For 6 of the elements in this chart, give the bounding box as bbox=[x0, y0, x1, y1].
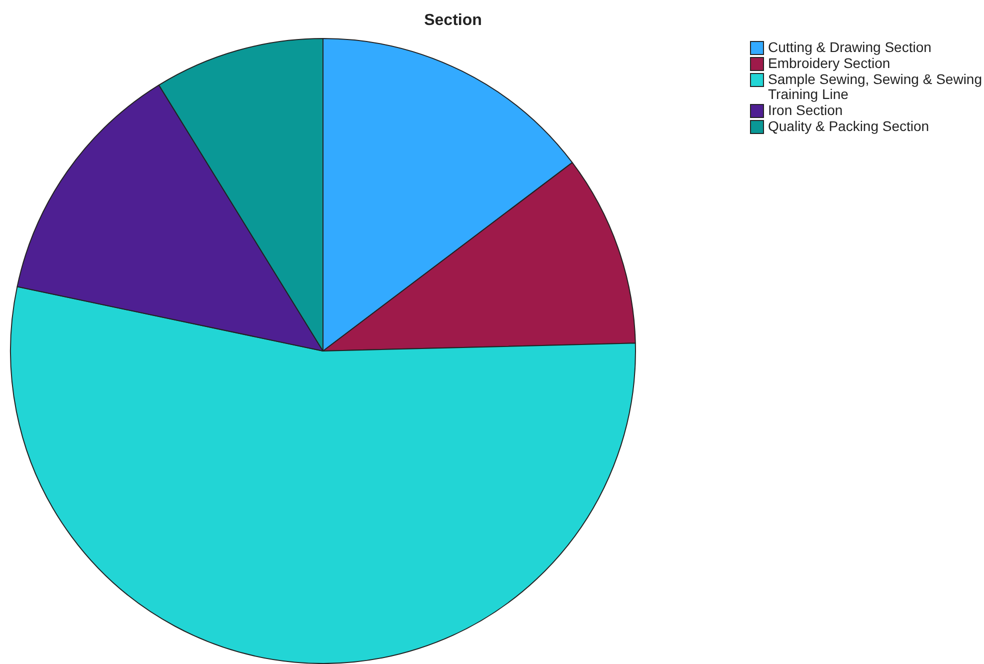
legend-label: Quality & Packing Section bbox=[768, 118, 930, 134]
legend-label: Iron Section bbox=[768, 102, 843, 118]
legend-label: Sample Sewing, Sewing & Sewing Training Line bbox=[768, 71, 983, 102]
chart-title: Section bbox=[423, 12, 483, 30]
legend-label: Embroidery Section bbox=[768, 55, 890, 71]
legend-label: Cutting & Drawing Section bbox=[768, 39, 932, 55]
